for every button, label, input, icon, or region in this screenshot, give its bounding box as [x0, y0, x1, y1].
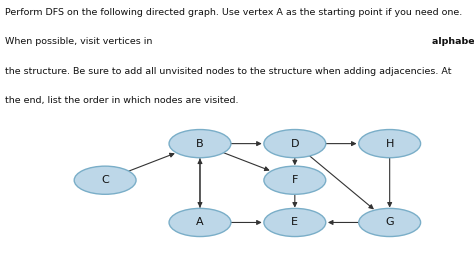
- Text: the structure. Be sure to add all unvisited nodes to the structure when adding a: the structure. Be sure to add all unvisi…: [5, 67, 451, 76]
- Text: Perform DFS on the following directed graph. Use vertex A as the starting point : Perform DFS on the following directed gr…: [5, 8, 462, 17]
- Text: B: B: [196, 138, 204, 149]
- Text: H: H: [385, 138, 394, 149]
- Text: C: C: [101, 175, 109, 185]
- Text: D: D: [291, 138, 299, 149]
- Ellipse shape: [169, 130, 231, 158]
- Text: When possible, visit vertices in: When possible, visit vertices in: [5, 37, 155, 46]
- Text: the end, list the order in which nodes are visited.: the end, list the order in which nodes a…: [5, 96, 238, 105]
- Ellipse shape: [264, 130, 326, 158]
- Text: alphabetical order: alphabetical order: [432, 37, 474, 46]
- Text: When possible, visit vertices in alphabetical order: When possible, visit vertices in alphabe…: [5, 37, 273, 46]
- Ellipse shape: [169, 208, 231, 237]
- Ellipse shape: [264, 208, 326, 237]
- Text: A: A: [196, 217, 204, 228]
- Ellipse shape: [74, 166, 136, 194]
- Text: F: F: [292, 175, 298, 185]
- Text: G: G: [385, 217, 394, 228]
- Ellipse shape: [359, 130, 420, 158]
- Text: E: E: [292, 217, 298, 228]
- Ellipse shape: [359, 208, 420, 237]
- Ellipse shape: [264, 166, 326, 194]
